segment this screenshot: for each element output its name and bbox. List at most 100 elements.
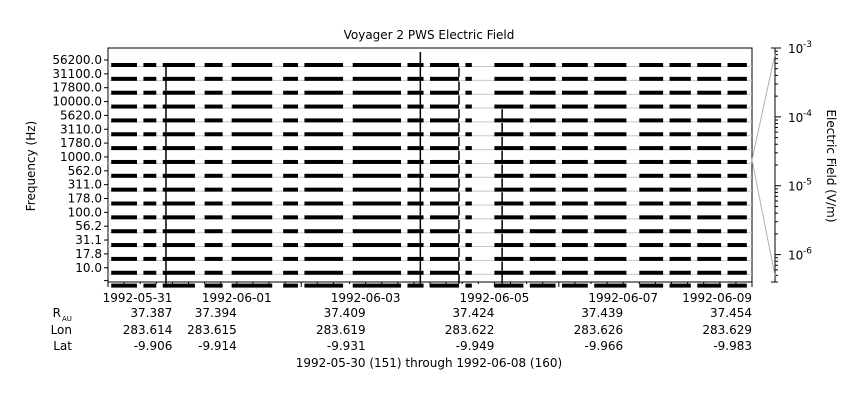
data-segment — [562, 173, 588, 178]
data-segment — [204, 90, 223, 95]
data-segment — [231, 283, 273, 288]
data-segment — [430, 146, 459, 151]
data-segment — [529, 146, 556, 151]
colorbar-label: Electric Field (V/m) — [824, 109, 838, 222]
ephemeris-row-label: R — [53, 306, 61, 320]
data-segment — [697, 118, 722, 123]
data-segment — [430, 90, 459, 95]
data-segment — [727, 63, 747, 67]
ephemeris-value: 37.394 — [195, 306, 237, 320]
data-segment — [562, 159, 588, 164]
data-segment — [162, 229, 195, 234]
data-segment — [407, 104, 424, 109]
date-range-caption: 1992-05-30 (151) through 1992-06-08 (160… — [296, 356, 562, 370]
data-segment — [283, 104, 298, 109]
data-segment — [111, 159, 137, 164]
data-segment — [304, 270, 344, 275]
data-segment — [231, 215, 273, 220]
data-segment — [204, 173, 223, 178]
data-segment — [562, 118, 588, 123]
data-segment — [304, 132, 344, 137]
data-segment — [143, 76, 157, 81]
data-segment — [562, 76, 588, 81]
data-segment — [162, 201, 195, 206]
data-segment — [465, 173, 472, 178]
data-segment — [143, 201, 157, 206]
data-segment — [231, 118, 273, 123]
data-segment — [352, 118, 402, 123]
colorbar-tick-label: 10 — [788, 42, 803, 56]
colorbar-connector — [751, 159, 776, 277]
data-segment — [204, 229, 223, 234]
data-segment — [669, 104, 691, 109]
data-segment — [465, 187, 472, 192]
data-segment — [304, 215, 344, 220]
data-segment — [283, 215, 298, 220]
data-segment — [669, 243, 691, 248]
data-segment — [594, 215, 627, 220]
data-segment — [465, 243, 472, 248]
data-segment — [697, 90, 722, 95]
data-segment — [111, 118, 137, 123]
data-segment — [304, 76, 344, 81]
plot-area: 56200.031100.017800.010000.05620.03110.0… — [51, 40, 813, 353]
data-segment — [162, 118, 195, 123]
data-segment — [352, 173, 402, 178]
data-segment — [594, 63, 627, 67]
data-segment — [283, 256, 298, 261]
data-segment — [407, 76, 424, 81]
data-segment — [465, 104, 472, 109]
ephemeris-value: 283.626 — [574, 323, 624, 337]
data-segment — [111, 215, 137, 220]
data-segment — [162, 146, 195, 151]
data-segment — [639, 104, 664, 109]
colorbar-label-group: Electric Field (V/m) — [824, 109, 838, 222]
data-segment — [352, 63, 402, 67]
data-segment — [727, 90, 747, 95]
data-segment — [430, 270, 459, 275]
ephemeris-value: 283.614 — [123, 323, 173, 337]
data-segment — [304, 146, 344, 151]
data-segment — [111, 283, 137, 288]
data-segment — [697, 132, 722, 137]
data-segment — [465, 146, 472, 151]
data-segment — [494, 63, 524, 67]
ephemeris-value: -9.949 — [456, 339, 495, 353]
data-segment — [639, 215, 664, 220]
data-segment — [727, 270, 747, 275]
data-segment — [430, 256, 459, 261]
ephemeris-value: -9.914 — [198, 339, 237, 353]
data-segment — [669, 118, 691, 123]
y-tick-label: 311.0 — [68, 178, 102, 192]
data-segment — [697, 243, 722, 248]
data-segment — [639, 256, 664, 261]
data-segment — [304, 201, 344, 206]
data-segment — [465, 229, 472, 234]
data-segment — [594, 201, 627, 206]
ephemeris-value: -9.966 — [585, 339, 624, 353]
data-segment — [143, 132, 157, 137]
data-segment — [465, 90, 472, 95]
data-segment — [465, 256, 472, 261]
data-segment — [111, 63, 137, 67]
data-segment — [231, 132, 273, 137]
data-segment — [162, 104, 195, 109]
data-segment — [669, 201, 691, 206]
data-segment — [204, 243, 223, 248]
data-segment — [352, 215, 402, 220]
data-segment — [430, 173, 459, 178]
data-segment — [304, 90, 344, 95]
data-segment — [407, 270, 424, 275]
y-tick-label: 1000.0 — [60, 150, 102, 164]
data-segment — [283, 243, 298, 248]
y-tick-label: 10.0 — [75, 261, 102, 275]
data-segment — [430, 215, 459, 220]
data-segment — [407, 187, 424, 192]
data-segment — [283, 270, 298, 275]
data-segment — [562, 256, 588, 261]
data-segment — [352, 243, 402, 248]
data-segment — [304, 159, 344, 164]
ephemeris-row-sublabel: AU — [62, 315, 72, 323]
data-segment — [562, 90, 588, 95]
data-segment — [204, 283, 223, 288]
